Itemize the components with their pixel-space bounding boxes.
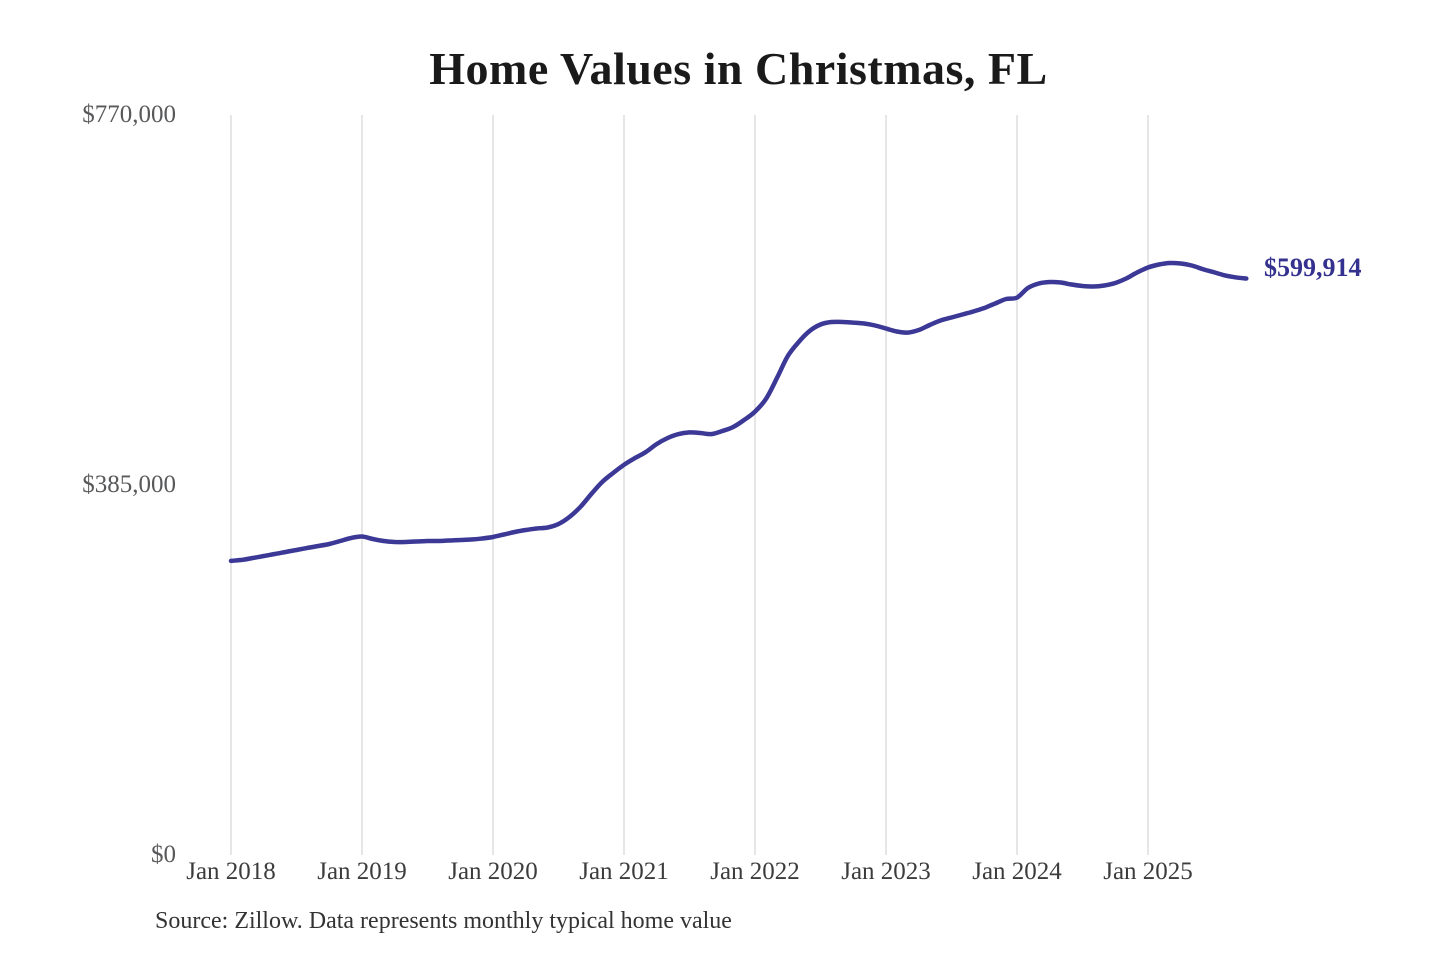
x-tick-label: Jan 2019 xyxy=(317,858,407,885)
source-note: Source: Zillow. Data represents monthly … xyxy=(155,908,732,934)
x-tick-label: Jan 2023 xyxy=(841,858,931,885)
x-tick-label: Jan 2018 xyxy=(186,858,276,885)
x-tick-label: Jan 2020 xyxy=(448,858,538,885)
latest-value-label: $599,914 xyxy=(1264,253,1362,282)
x-tick-label: Jan 2025 xyxy=(1103,858,1193,885)
home-value-line xyxy=(228,260,1249,564)
y-tick-label: $385,000 xyxy=(82,471,176,498)
y-tick-label: $770,000 xyxy=(82,101,176,128)
x-tick-label: Jan 2022 xyxy=(710,858,800,885)
chart-title: Home Values in Christmas, FL xyxy=(429,43,1048,94)
x-tick-label: Jan 2021 xyxy=(579,858,669,885)
x-tick-label: Jan 2024 xyxy=(972,858,1062,885)
y-tick-label: $0 xyxy=(151,841,176,868)
